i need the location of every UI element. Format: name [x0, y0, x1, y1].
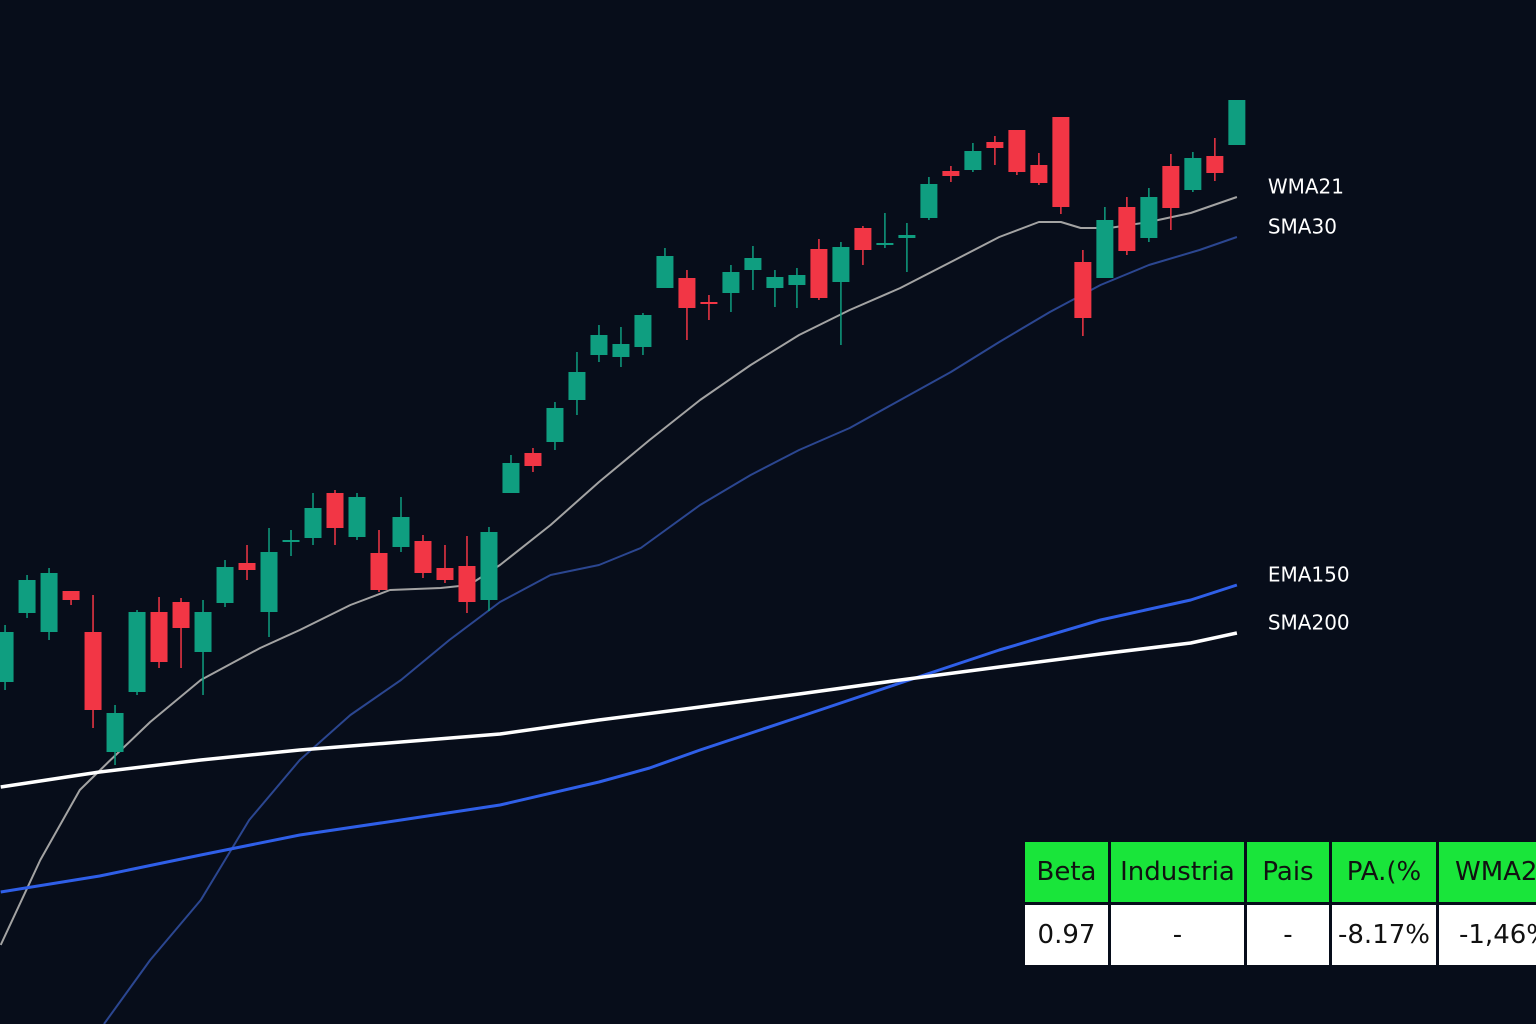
candle-body	[832, 247, 850, 282]
header-cell: PA.(%	[1332, 842, 1436, 902]
line-label: SMA200	[1268, 611, 1350, 635]
header-cell: Pais	[1247, 842, 1329, 902]
table-header: Beta Industria Pais PA.(% WMA2	[1025, 842, 1536, 902]
candle-body	[1052, 117, 1070, 207]
candle-body	[1118, 207, 1136, 251]
candle-body	[678, 278, 696, 308]
candle-body	[876, 243, 894, 245]
candle-body	[964, 151, 982, 170]
line-label: WMA21	[1268, 175, 1344, 199]
candle-body	[480, 532, 498, 600]
candle-body	[502, 463, 520, 493]
line-label: EMA150	[1268, 563, 1350, 587]
candle-body	[898, 235, 916, 238]
candle-body	[40, 573, 58, 632]
candle-body	[656, 256, 674, 288]
candle-body	[128, 612, 146, 692]
candle-body	[1008, 130, 1026, 172]
info-table: Beta Industria Pais PA.(% WMA2 0.97 - - …	[1022, 839, 1536, 968]
candle-body	[84, 632, 102, 710]
candle-body	[348, 497, 366, 537]
candle-body	[854, 228, 872, 250]
candle-body	[1096, 220, 1114, 278]
cell: 0.97	[1025, 905, 1108, 965]
moving-average-line	[0, 583, 1238, 894]
candle-body	[788, 275, 806, 285]
candle-body	[568, 372, 586, 400]
candle-body	[1140, 197, 1158, 238]
candle-body	[414, 541, 432, 573]
header-cell: Beta	[1025, 842, 1108, 902]
candle-body	[1228, 100, 1246, 145]
candle-body	[238, 563, 256, 570]
candle-body	[546, 408, 564, 442]
candle-body	[370, 553, 388, 590]
candle-body	[590, 335, 608, 355]
candle-body	[458, 566, 476, 602]
candle-body	[986, 142, 1004, 148]
candle-body	[524, 453, 542, 466]
cell: -	[1247, 905, 1329, 965]
candle-body	[942, 171, 960, 176]
candle-body	[1030, 165, 1048, 183]
candle-body	[392, 517, 410, 547]
candle-body	[106, 713, 124, 752]
candle-body	[634, 315, 652, 347]
candle-body	[304, 508, 322, 538]
candle-body	[920, 184, 938, 218]
candle-body	[172, 602, 190, 628]
candle-body	[766, 277, 784, 288]
candle-body	[612, 344, 630, 357]
candle-body	[0, 632, 14, 682]
header-cell: WMA2	[1439, 842, 1536, 902]
candle-body	[722, 272, 740, 293]
candle-body	[260, 552, 278, 612]
candle-body	[216, 567, 234, 603]
candle-body	[18, 580, 36, 613]
table-row: 0.97 - - -8.17% -1,46%	[1025, 905, 1536, 965]
line-label: SMA30	[1268, 215, 1337, 239]
candle-body	[1162, 166, 1180, 208]
candle-body	[326, 493, 344, 528]
candle-body	[744, 258, 762, 270]
candle-body	[150, 612, 168, 662]
candle-body	[1206, 156, 1224, 173]
candle-body	[700, 302, 718, 304]
candle-body	[1184, 158, 1202, 190]
candle-body	[810, 249, 828, 298]
cell: -8.17%	[1332, 905, 1436, 965]
header-cell: Industria	[1111, 842, 1244, 902]
candle-body	[194, 612, 212, 652]
moving-average-line	[0, 631, 1238, 789]
moving-average-line	[0, 196, 1238, 946]
candle-body	[436, 568, 454, 580]
cell: -1,46%	[1439, 905, 1536, 965]
candle-body	[1074, 262, 1092, 318]
candle-body	[282, 540, 300, 542]
cell: -	[1111, 905, 1244, 965]
candle-body	[62, 591, 80, 600]
moving-average-line	[103, 236, 1238, 1024]
